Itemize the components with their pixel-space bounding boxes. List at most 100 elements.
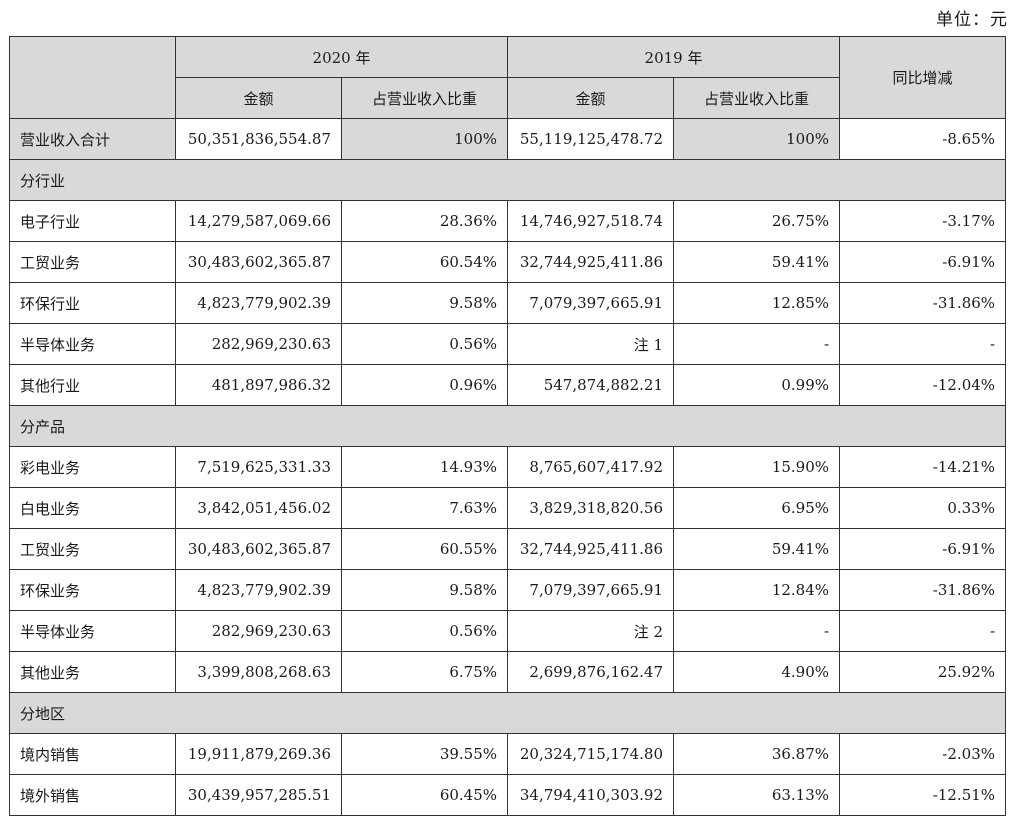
row-label: 半导体业务 [9, 610, 176, 652]
yoy-cell: 25.92% [839, 651, 1007, 693]
amount-2020-cell: 30,483,602,365.87 [175, 241, 342, 283]
amount-2020-cell: 3,842,051,456.02 [175, 487, 342, 529]
ratio-2019-cell: 4.90% [673, 651, 841, 693]
table-header: 2020 年 2019 年 同比增减 金额 占营业收入比重 金额 占营业收入比重 [9, 36, 1007, 119]
yoy-cell: -3.17% [839, 200, 1007, 242]
total-amount-2020: 50,351,836,554.87 [175, 118, 342, 160]
total-yoy: -8.65% [839, 118, 1007, 160]
amount-2019-cell: 注 2 [507, 610, 675, 652]
section-row: 分行业 [8, 159, 1007, 201]
row-label: 白电业务 [9, 487, 176, 529]
ratio-2019-cell: 63.13% [673, 774, 841, 816]
unit-label: 单位：元 [936, 10, 1008, 30]
table-row: 电子行业 14,279,587,069.66 28.36% 14,746,927,51… [9, 200, 1007, 242]
table-row: 半导体业务 282,969,230.63 0.56% 注 2-- [9, 610, 1007, 652]
amount-2019-cell: 14,746,927,518.74 [507, 200, 675, 242]
ratio-2019-cell: - [673, 323, 841, 365]
amount-2019-cell: 32,744,925,411.86 [507, 528, 675, 570]
table-row: 白电业务 3,842,051,456.02 7.63% 3,829,318,820.5… [9, 487, 1007, 529]
header-ratio-2019: 占营业收入比重 [673, 77, 841, 119]
ratio-2020-cell: 60.55% [340, 528, 509, 570]
ratio-2019-cell: 26.75% [673, 200, 841, 242]
ratio-2020-cell: 9.58% [340, 282, 509, 324]
row-label: 境外销售 [9, 774, 176, 816]
table-row: 工贸业务 30,483,602,365.87 60.54% 32,744,925,41… [9, 241, 1007, 283]
ratio-2020-cell: 9.58% [340, 569, 509, 611]
revenue-table: 2020 年 2019 年 同比增减 金额 占营业收入比重 金额 占营业收入比重… [8, 36, 1007, 816]
row-label: 半导体业务 [9, 323, 176, 365]
total-row: 营业收入合计 50,351,836,554.87 100% 55,119,125… [9, 118, 1007, 160]
table-row: 境外销售 30,439,957,285.51 60.45% 34,794,410,30… [9, 774, 1007, 816]
ratio-2019-cell: 36.87% [673, 733, 841, 775]
amount-2019-cell: 547,874,882.21 [507, 364, 675, 406]
amount-2019-cell: 3,829,318,820.56 [507, 487, 675, 529]
yoy-cell: -12.04% [839, 364, 1007, 406]
ratio-2020-cell: 7.63% [340, 487, 509, 529]
table-row: 环保行业 4,823,779,902.39 9.58% 7,079,397,665.9… [9, 282, 1007, 324]
ratio-2019-cell: 59.41% [673, 241, 841, 283]
amount-2020-cell: 3,399,808,268.63 [175, 651, 342, 693]
amount-2020-cell: 30,483,602,365.87 [175, 528, 342, 570]
table-row: 彩电业务 7,519,625,331.33 14.93% 8,765,607,417.… [9, 446, 1007, 488]
amount-2019-cell: 注 1 [507, 323, 675, 365]
section-title: 分产品 [8, 405, 1007, 447]
table-row: 环保业务 4,823,779,902.39 9.58% 7,079,397,665.9… [9, 569, 1007, 611]
section-title: 分行业 [8, 159, 1007, 201]
amount-2020-cell: 4,823,779,902.39 [175, 282, 342, 324]
yoy-cell: -14.21% [839, 446, 1007, 488]
amount-2019-cell: 8,765,607,417.92 [507, 446, 675, 488]
ratio-2020-cell: 0.56% [340, 323, 509, 365]
section-row: 分地区 [8, 692, 1007, 734]
row-label: 工贸业务 [9, 528, 176, 570]
amount-2019-cell: 2,699,876,162.47 [507, 651, 675, 693]
amount-2019-cell: 32,744,925,411.86 [507, 241, 675, 283]
amount-2020-cell: 30,439,957,285.51 [175, 774, 342, 816]
table-body: 营业收入合计 50,351,836,554.87 100% 55,119,125… [8, 118, 1007, 816]
section-row: 分产品 [8, 405, 1007, 447]
row-label: 工贸业务 [9, 241, 176, 283]
total-ratio-2019: 100% [673, 118, 841, 160]
ratio-2019-cell: 6.95% [673, 487, 841, 529]
yoy-cell: -2.03% [839, 733, 1007, 775]
yoy-cell: 0.33% [839, 487, 1007, 529]
amount-2019-cell: 34,794,410,303.92 [507, 774, 675, 816]
amount-2020-cell: 282,969,230.63 [175, 323, 342, 365]
table-row: 工贸业务 30,483,602,365.87 60.55% 32,744,925,41… [9, 528, 1007, 570]
ratio-2019-cell: 0.99% [673, 364, 841, 406]
total-amount-2019: 55,119,125,478.72 [507, 118, 675, 160]
header-blank [9, 36, 176, 119]
row-label: 境内销售 [9, 733, 176, 775]
header-ratio-2020: 占营业收入比重 [340, 77, 509, 119]
yoy-cell: - [839, 610, 1007, 652]
section-title: 分地区 [8, 692, 1007, 734]
table-row: 半导体业务 282,969,230.63 0.56% 注 1-- [9, 323, 1007, 365]
amount-2020-cell: 481,897,986.32 [175, 364, 342, 406]
header-year-2019: 2019 年 [507, 36, 841, 78]
ratio-2019-cell: 12.85% [673, 282, 841, 324]
amount-2019-cell: 7,079,397,665.91 [507, 282, 675, 324]
table-row: 其他业务 3,399,808,268.63 6.75% 2,699,876,162.4… [9, 651, 1007, 693]
ratio-2020-cell: 28.36% [340, 200, 509, 242]
ratio-2019-cell: 15.90% [673, 446, 841, 488]
row-label: 环保行业 [9, 282, 176, 324]
header-amount-2020: 金额 [175, 77, 342, 119]
amount-2019-cell: 20,324,715,174.80 [507, 733, 675, 775]
row-label: 环保业务 [9, 569, 176, 611]
amount-2020-cell: 282,969,230.63 [175, 610, 342, 652]
yoy-cell: -6.91% [839, 528, 1007, 570]
amount-2020-cell: 14,279,587,069.66 [175, 200, 342, 242]
ratio-2019-cell: - [673, 610, 841, 652]
amount-2020-cell: 7,519,625,331.33 [175, 446, 342, 488]
ratio-2020-cell: 60.45% [340, 774, 509, 816]
table-row: 境内销售 19,911,879,269.36 39.55% 20,324,715,17… [9, 733, 1007, 775]
ratio-2020-cell: 39.55% [340, 733, 509, 775]
amount-2020-cell: 19,911,879,269.36 [175, 733, 342, 775]
yoy-cell: - [839, 323, 1007, 365]
header-amount-2019: 金额 [507, 77, 675, 119]
row-label: 彩电业务 [9, 446, 176, 488]
ratio-2020-cell: 60.54% [340, 241, 509, 283]
ratio-2019-cell: 59.41% [673, 528, 841, 570]
row-label: 其他行业 [9, 364, 176, 406]
amount-2020-cell: 4,823,779,902.39 [175, 569, 342, 611]
yoy-cell: -6.91% [839, 241, 1007, 283]
